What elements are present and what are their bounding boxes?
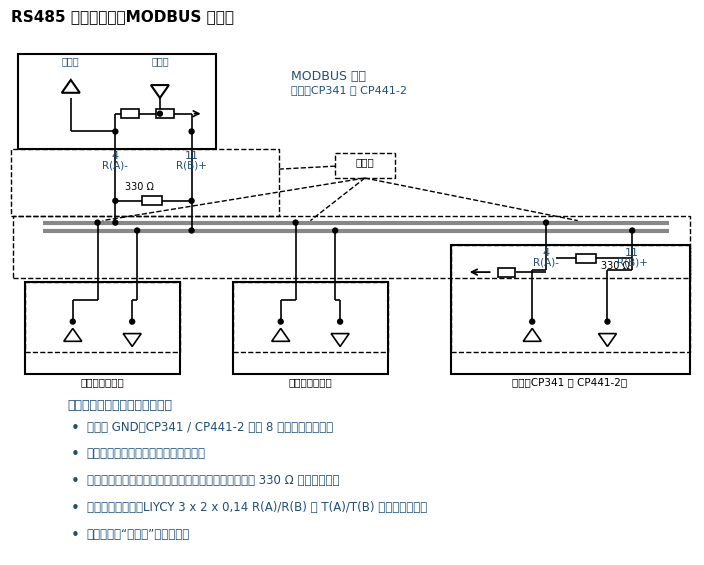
Text: 330 Ω: 330 Ω	[601, 261, 629, 271]
Text: 4: 4	[543, 249, 550, 258]
Text: 节点序列的最后一个接收器的连接器要焊接一个大约为 330 Ω 的终端电阔。: 节点序列的最后一个接收器的连接器要焊接一个大约为 330 Ω 的终端电阔。	[87, 474, 339, 487]
Text: 发送器: 发送器	[62, 56, 80, 66]
Bar	[18, 54, 216, 149]
Text: 从站（CP341 或 CP441-2）: 从站（CP341 或 CP441-2）	[513, 377, 627, 387]
Circle shape	[189, 198, 194, 203]
Text: 4: 4	[112, 151, 119, 161]
Text: 例如：CP341 或 CP441-2: 例如：CP341 或 CP441-2	[291, 85, 407, 95]
Text: 无论在什么位置都必须安装外壳屏蔽。: 无论在什么位置都必须安装外壳屏蔽。	[87, 447, 206, 460]
Circle shape	[134, 228, 139, 233]
Circle shape	[95, 220, 100, 225]
Circle shape	[293, 220, 298, 225]
Text: 非西门子的从站: 非西门子的从站	[289, 377, 332, 387]
Text: •: •	[71, 447, 80, 462]
Bar	[451, 245, 690, 374]
Text: MODBUS 主站: MODBUS 主站	[291, 70, 365, 83]
Circle shape	[605, 319, 610, 324]
Bar	[142, 197, 162, 205]
Bar	[13, 216, 690, 278]
Circle shape	[189, 228, 194, 233]
Circle shape	[113, 198, 118, 203]
Text: 推荐的电缆类型：LIYCY 3 x 2 x 0,14 R(A)/R(B) 和 T(A)/T(B) 类型的双给线。: 推荐的电缆类型：LIYCY 3 x 2 x 0,14 R(A)/R(B) 和 T…	[87, 501, 427, 514]
Bar	[25, 282, 180, 353]
Text: 两边的 GND（CP341 / CP441-2 的第 8 脚）都必须连接。: 两边的 GND（CP341 / CP441-2 的第 8 脚）都必须连接。	[87, 420, 333, 433]
Text: R(B)+: R(B)+	[176, 160, 207, 170]
Text: 11: 11	[184, 151, 199, 161]
Text: 非西门子的从站: 非西门子的从站	[80, 377, 125, 387]
Circle shape	[529, 319, 534, 324]
Circle shape	[338, 319, 343, 324]
Circle shape	[189, 129, 194, 134]
Text: 接收器: 接收器	[151, 56, 169, 66]
Text: R(B)+: R(B)+	[617, 257, 648, 267]
Circle shape	[130, 319, 134, 324]
Circle shape	[113, 129, 118, 134]
Bar	[156, 109, 174, 118]
Text: •: •	[71, 420, 80, 436]
Circle shape	[278, 319, 283, 324]
Bar	[233, 282, 388, 353]
Text: 以下内容对于两个模块都适用：: 以下内容对于两个模块都适用：	[68, 399, 172, 412]
Text: 11: 11	[625, 249, 639, 258]
Circle shape	[158, 111, 163, 116]
Text: 连接器: 连接器	[356, 157, 375, 167]
Bar	[121, 109, 139, 118]
Bar	[451, 245, 690, 353]
Bar	[11, 149, 279, 216]
Bar	[335, 153, 394, 178]
Text: R(A)-: R(A)-	[102, 160, 128, 170]
Bar	[498, 268, 515, 276]
Text: 不允许使用“短接线”进行接线。: 不允许使用“短接线”进行接线。	[87, 528, 190, 541]
Text: RS485 多点接线图（MODBUS 多点）: RS485 多点接线图（MODBUS 多点）	[11, 8, 234, 24]
Text: •: •	[71, 528, 80, 542]
Text: R(A)-: R(A)-	[533, 257, 559, 267]
Text: 330 Ω: 330 Ω	[125, 182, 153, 192]
Circle shape	[630, 228, 635, 233]
Circle shape	[543, 220, 548, 225]
Bar	[233, 282, 388, 374]
Text: •: •	[71, 501, 80, 516]
Text: •: •	[71, 474, 80, 489]
Circle shape	[333, 228, 338, 233]
Circle shape	[113, 220, 118, 225]
Circle shape	[70, 319, 75, 324]
Bar	[576, 254, 596, 263]
Bar	[25, 282, 180, 374]
